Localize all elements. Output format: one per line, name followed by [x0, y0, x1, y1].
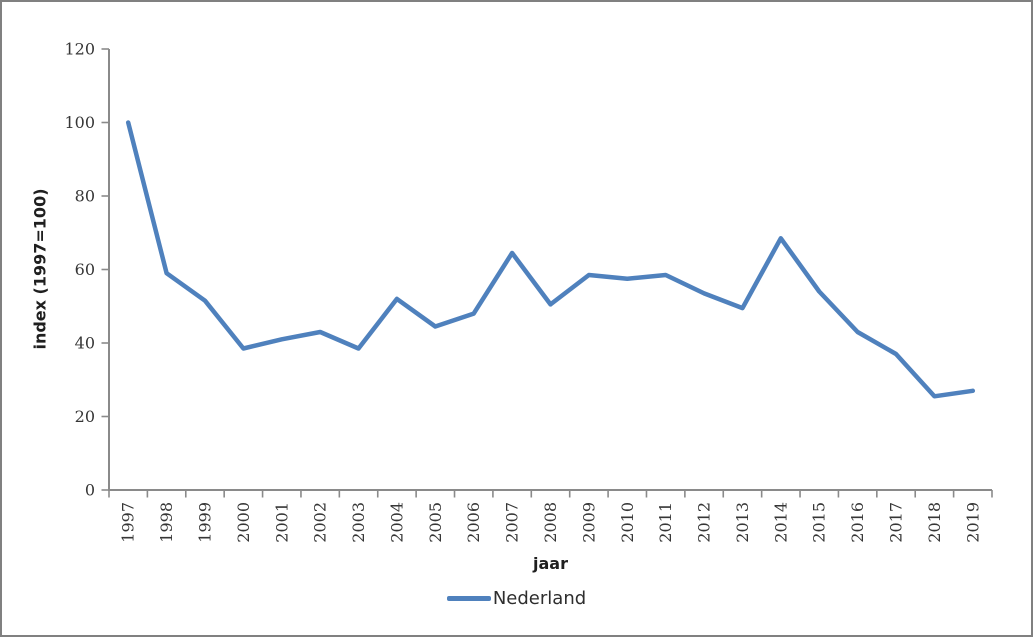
x-axis-tick-label: 1998: [157, 502, 176, 543]
x-axis-tick-label: 2009: [579, 502, 598, 543]
y-axis-tick-label: 80: [75, 187, 95, 206]
y-axis-tick-label: 120: [64, 40, 95, 59]
legend-series-label: Nederland: [492, 588, 587, 609]
x-axis-tick-label: 2000: [234, 502, 253, 543]
y-axis-tick-label: 40: [75, 334, 95, 353]
x-axis-tick-label: 2002: [311, 502, 330, 543]
y-axis-tick-label: 0: [85, 481, 95, 500]
x-axis-tick-label: 2005: [426, 502, 445, 543]
x-axis-tick-label: 2016: [848, 502, 867, 543]
x-axis-tick-label: 2003: [349, 502, 368, 543]
x-axis-tick-label: 2001: [272, 502, 291, 543]
x-axis-tick-label: 2019: [963, 502, 982, 543]
legend: Nederland: [2, 588, 1031, 609]
x-axis-tick-label: 2007: [503, 502, 522, 543]
x-axis-title: jaar: [533, 554, 568, 573]
legend-line-swatch: [446, 596, 491, 601]
x-axis-tick-label: 2017: [887, 502, 906, 543]
x-axis-tick-label: 2018: [925, 502, 944, 543]
y-axis-tick-label: 100: [64, 113, 95, 132]
series-line: [125, 120, 976, 399]
x-axis-tick-label: 1999: [195, 502, 214, 543]
x-axis-tick-label: 2014: [771, 502, 790, 543]
x-axis-tick-label: 2004: [387, 502, 406, 543]
x-axis-tick-label: 1997: [119, 502, 138, 543]
x-axis-tick-label: 2010: [618, 502, 637, 543]
x-axis-tick-label: 2011: [656, 502, 675, 543]
x-axis-tick-label: 2012: [695, 502, 714, 543]
y-axis-tick-label: 60: [75, 260, 95, 279]
y-axis-tick-label: 20: [75, 407, 95, 426]
x-axis-tick-label: 2015: [810, 502, 829, 543]
y-axis-title: index (1997=100): [30, 188, 50, 350]
x-axis-tick-label: 2006: [464, 502, 483, 543]
x-axis-tick-label: 2008: [541, 502, 560, 543]
x-axis-tick-label: 2013: [733, 502, 752, 543]
axis-lines: [108, 49, 992, 491]
